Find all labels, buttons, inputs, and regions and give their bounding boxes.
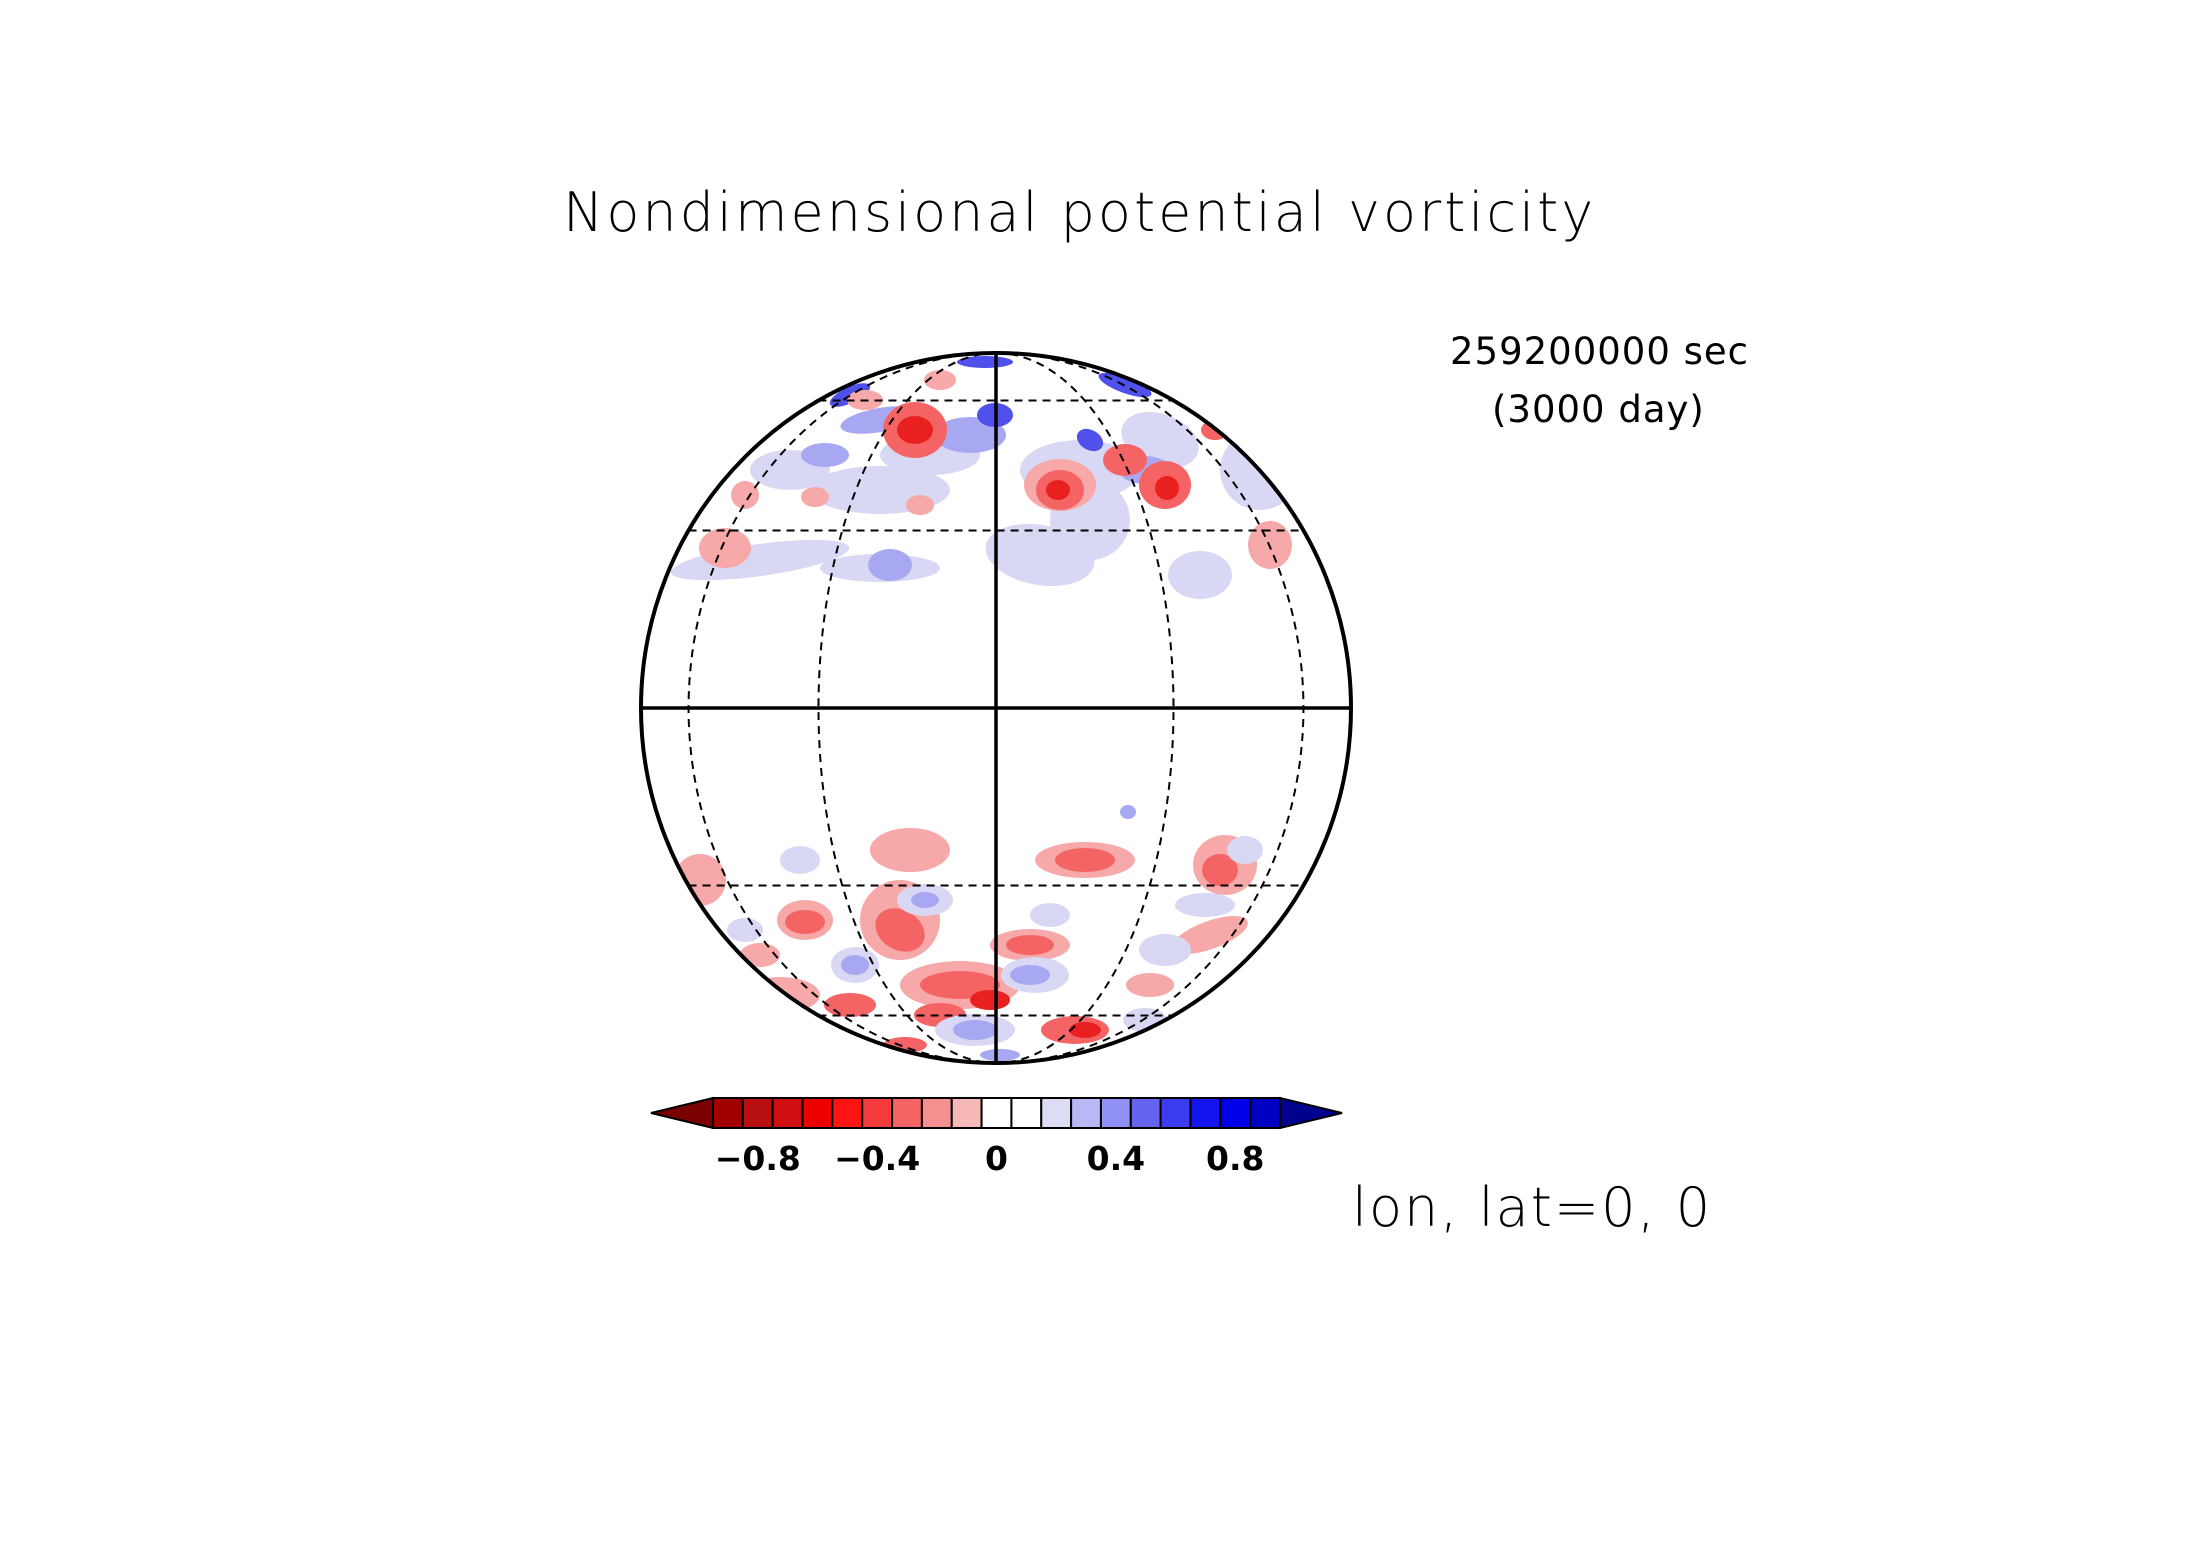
field-blob [731,481,759,509]
field-blob [1010,965,1050,985]
colorbar-box [1129,1097,1162,1129]
longitude-line [817,353,997,1063]
colorbar-box [980,1097,1013,1129]
field-blob [911,892,939,908]
colorbar-box [1159,1097,1192,1129]
field-blob [1120,805,1136,819]
field-blob [801,443,849,467]
field-blob [1103,444,1147,476]
field-blob [957,356,1013,368]
colorbar-tick-label: 0.8 [1206,1139,1264,1178]
colorbar-box [1189,1097,1222,1129]
colorbar-tick-label: 0.4 [1087,1139,1145,1178]
colorbar: −0.8 −0.4 0 0.4 0.8 [650,1096,1343,1178]
colorbar-box [891,1097,923,1129]
projection-label: lon, lat=0, 0 [1352,1176,1713,1239]
field-blob [841,955,869,975]
colorbar-tick-label: −0.8 [715,1139,801,1178]
field-blob [1172,916,1248,954]
field-blob [1227,836,1263,864]
field-blob [670,539,850,581]
field-blob [684,958,716,982]
field-blob [970,990,1010,1010]
colorbar-box [1099,1097,1132,1129]
field-blob [924,370,956,390]
plot-title: Nondimensional potential vorticity [563,181,1597,244]
field-blob [980,1049,1020,1061]
globe-outline [639,351,1353,1065]
field-blob [875,908,925,952]
colorbar-box [712,1097,744,1129]
colorbar-box [1219,1097,1252,1129]
colorbar-box [1040,1097,1073,1129]
colorbar-box [950,1097,983,1129]
field-blob [953,1020,997,1040]
field-blob [1126,973,1174,997]
colorbar-box [831,1097,864,1129]
colorbar-box [771,1097,804,1129]
field-blob [1202,854,1238,886]
field-blob [906,495,934,515]
field-blob [1006,935,1054,955]
field-blob [1155,476,1179,500]
field-blob [1046,480,1070,500]
colorbar-tick-label: 0 [985,1139,1008,1178]
field-blob [1055,848,1115,872]
field-blob [897,416,933,444]
field-blob [868,549,912,581]
colorbar-box [861,1097,894,1129]
colorbar-box [1070,1097,1102,1129]
colorbar-box [1249,1097,1281,1129]
field-blob [1076,428,1104,452]
time-days-label: (3000 day) [1492,388,1705,431]
field-blob [1139,934,1191,966]
colorbar-extend-low [650,1096,714,1130]
time-seconds-label: 259200000 sec [1450,330,1750,373]
field-blob [1030,903,1070,927]
longitude-line [995,353,1175,1063]
field-blob [780,846,820,874]
colorbar-tick-label: −0.4 [834,1139,920,1178]
colorbar-box [801,1097,834,1129]
field-blob [699,528,751,568]
field-blob [1168,551,1232,599]
field-blob [1069,1022,1101,1038]
colorbar-extend-high [1279,1096,1343,1130]
field-blob [727,918,763,942]
colorbar-box [920,1097,953,1129]
field-blob [785,910,825,934]
colorbar-box [741,1097,774,1129]
field-blob [1175,893,1235,917]
field-blob [801,487,829,507]
field-blob [824,993,876,1017]
field-blob [870,828,950,872]
field-blob [740,943,780,967]
colorbar-box [1010,1097,1043,1129]
